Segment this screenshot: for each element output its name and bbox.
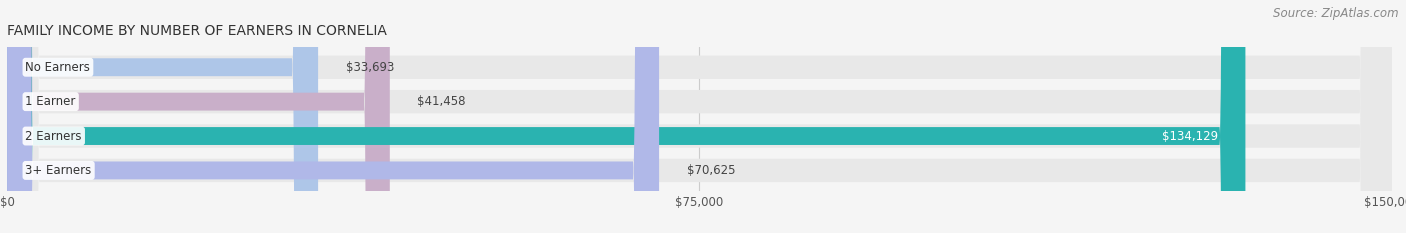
Text: 2 Earners: 2 Earners [25, 130, 82, 143]
Text: $70,625: $70,625 [686, 164, 735, 177]
FancyBboxPatch shape [7, 0, 389, 233]
Text: $134,129: $134,129 [1161, 130, 1218, 143]
FancyBboxPatch shape [7, 0, 1392, 233]
Text: Source: ZipAtlas.com: Source: ZipAtlas.com [1274, 7, 1399, 20]
FancyBboxPatch shape [7, 0, 1246, 233]
Text: 3+ Earners: 3+ Earners [25, 164, 91, 177]
FancyBboxPatch shape [7, 0, 318, 233]
FancyBboxPatch shape [7, 0, 1392, 233]
Text: FAMILY INCOME BY NUMBER OF EARNERS IN CORNELIA: FAMILY INCOME BY NUMBER OF EARNERS IN CO… [7, 24, 387, 38]
Text: No Earners: No Earners [25, 61, 90, 74]
FancyBboxPatch shape [7, 0, 659, 233]
Text: $33,693: $33,693 [346, 61, 394, 74]
Text: 1 Earner: 1 Earner [25, 95, 76, 108]
FancyBboxPatch shape [7, 0, 1392, 233]
FancyBboxPatch shape [7, 0, 1392, 233]
Text: $41,458: $41,458 [418, 95, 465, 108]
